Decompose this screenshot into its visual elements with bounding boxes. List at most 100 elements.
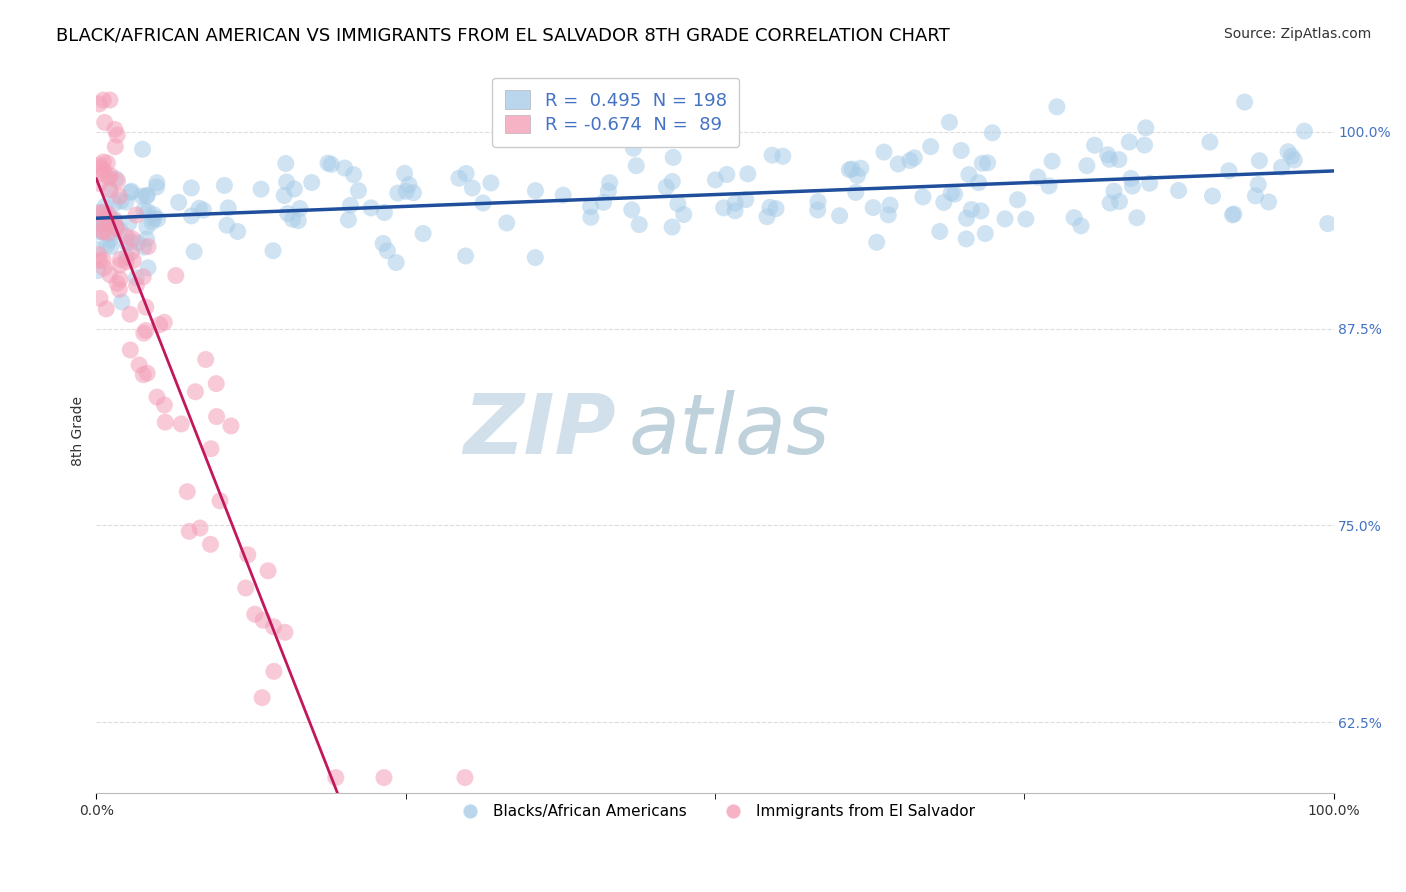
Point	[761, 148, 783, 162]
Point	[1139, 176, 1161, 190]
Point	[1270, 161, 1292, 175]
Point	[1277, 145, 1299, 159]
Point	[932, 195, 955, 210]
Point	[188, 521, 211, 535]
Point	[807, 194, 830, 209]
Point	[205, 376, 228, 391]
Point	[263, 665, 285, 679]
Point	[132, 203, 155, 218]
Point	[167, 195, 190, 210]
Point	[89, 253, 111, 268]
Point	[655, 180, 678, 194]
Point	[131, 142, 153, 156]
Point	[89, 292, 111, 306]
Text: Source: ZipAtlas.com: Source: ZipAtlas.com	[1223, 27, 1371, 41]
Point	[98, 183, 121, 197]
Point	[98, 218, 121, 232]
Point	[325, 771, 347, 785]
Point	[98, 170, 121, 185]
Point	[620, 202, 643, 217]
Point	[339, 198, 361, 212]
Point	[281, 212, 304, 227]
Point	[716, 168, 738, 182]
Point	[981, 126, 1004, 140]
Point	[121, 245, 143, 260]
Point	[1015, 212, 1038, 227]
Point	[672, 208, 695, 222]
Point	[373, 771, 395, 785]
Point	[288, 202, 311, 216]
Point	[89, 205, 111, 219]
Point	[155, 415, 177, 429]
Point	[110, 194, 132, 208]
Point	[553, 188, 575, 202]
Point	[524, 184, 547, 198]
Point	[93, 163, 115, 178]
Point	[91, 93, 114, 107]
Point	[641, 128, 664, 143]
Point	[877, 208, 900, 222]
Point	[165, 268, 187, 283]
Point	[93, 225, 115, 239]
Point	[250, 690, 273, 705]
Point	[849, 161, 872, 176]
Point	[100, 240, 122, 254]
Point	[955, 232, 977, 246]
Point	[1007, 193, 1029, 207]
Point	[142, 211, 165, 226]
Point	[90, 210, 112, 224]
Point	[1070, 219, 1092, 233]
Point	[976, 156, 998, 170]
Point	[371, 236, 394, 251]
Point	[394, 166, 416, 180]
Point	[276, 175, 298, 189]
Point	[93, 205, 115, 219]
Point	[274, 156, 297, 170]
Point	[321, 157, 343, 171]
Point	[579, 200, 602, 214]
Point	[132, 326, 155, 340]
Point	[734, 193, 756, 207]
Point	[454, 249, 477, 263]
Point	[447, 171, 470, 186]
Point	[387, 186, 409, 200]
Point	[121, 232, 143, 246]
Point	[135, 324, 157, 338]
Point	[624, 159, 647, 173]
Point	[1284, 153, 1306, 167]
Point	[87, 263, 110, 277]
Point	[661, 174, 683, 188]
Point	[943, 187, 966, 202]
Point	[120, 343, 142, 357]
Point	[145, 180, 167, 194]
Point	[1223, 207, 1246, 221]
Point	[598, 184, 620, 198]
Point	[1099, 196, 1122, 211]
Point	[98, 183, 121, 197]
Point	[135, 232, 157, 246]
Point	[994, 211, 1017, 226]
Point	[1040, 154, 1063, 169]
Point	[136, 366, 159, 380]
Point	[1046, 100, 1069, 114]
Point	[193, 203, 215, 218]
Point	[772, 149, 794, 163]
Point	[184, 384, 207, 399]
Point	[96, 238, 118, 252]
Point	[599, 176, 621, 190]
Point	[104, 122, 127, 136]
Point	[1316, 217, 1339, 231]
Point	[91, 253, 114, 268]
Point	[103, 226, 125, 240]
Point	[911, 190, 934, 204]
Point	[149, 318, 172, 332]
Point	[180, 209, 202, 223]
Point	[125, 271, 148, 285]
Point	[938, 115, 960, 129]
Point	[623, 141, 645, 155]
Point	[176, 484, 198, 499]
Point	[142, 208, 165, 222]
Point	[135, 219, 157, 234]
Point	[236, 548, 259, 562]
Point	[188, 201, 211, 215]
